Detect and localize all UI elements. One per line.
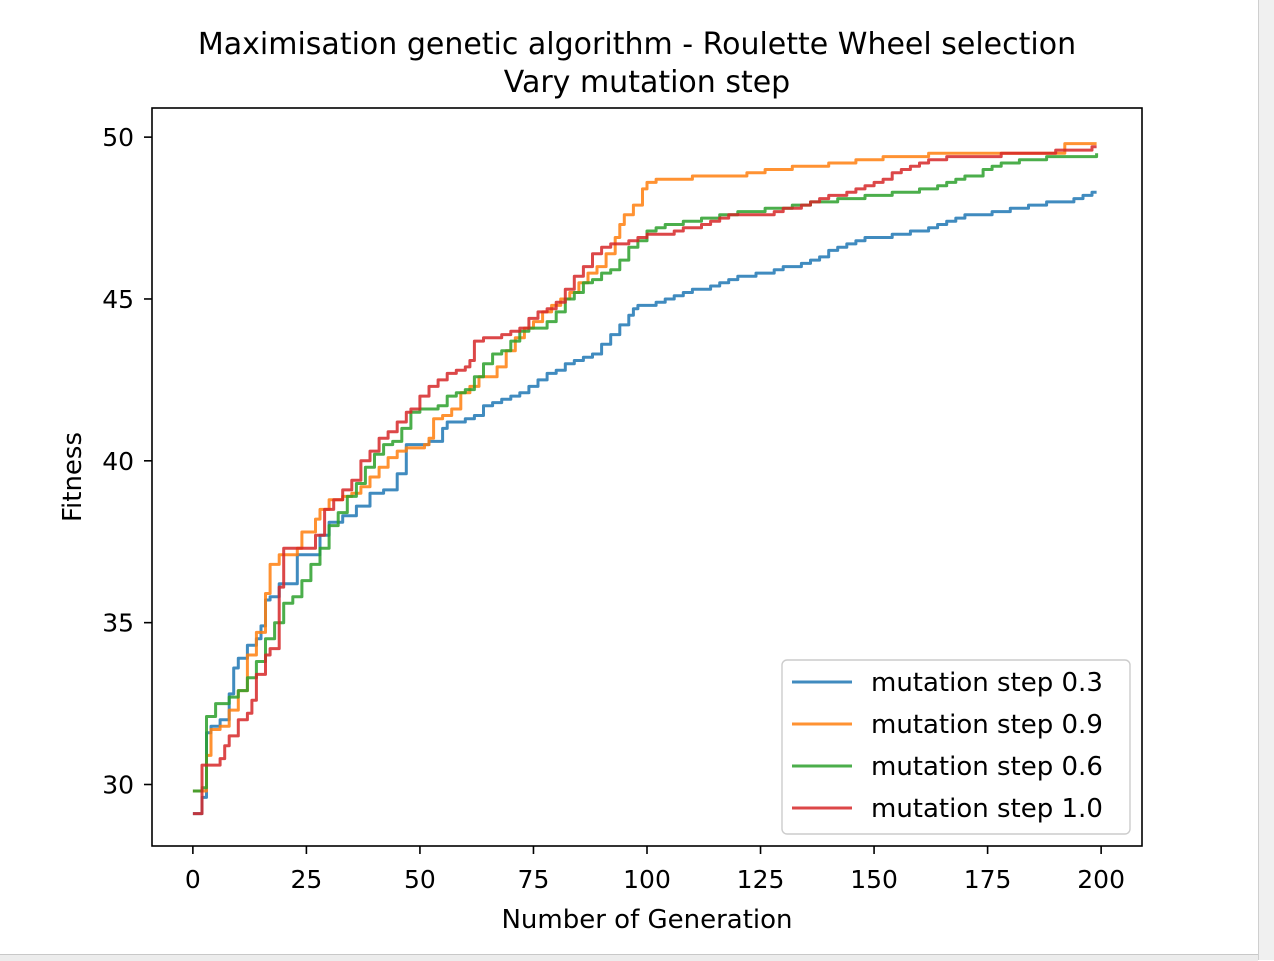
x-tick-label: 150 (850, 865, 898, 894)
chart-title: Maximisation genetic algorithm - Roulett… (198, 27, 1076, 62)
taskbar-strip (0, 954, 1258, 961)
y-tick-label: 45 (102, 285, 134, 314)
x-tick-label: 200 (1077, 865, 1125, 894)
legend-items: mutation step 0.3 mutation step 0.9 mutati… (792, 668, 1103, 824)
x-axis: 0 25 50 75 100 125 150 175 200 (185, 846, 1125, 894)
legend-label: mutation step 1.0 (871, 794, 1103, 824)
series-line-4 (192, 145, 1097, 816)
x-axis-label: Number of Generation (501, 905, 792, 935)
y-axis: 30 35 40 45 50 (102, 123, 152, 800)
series-lines (192, 142, 1099, 816)
y-tick-label: 50 (102, 123, 134, 152)
legend-box (781, 659, 1131, 835)
legend-label: mutation step 0.9 (871, 710, 1103, 740)
legend: mutation step 0.3 mutation step 0.9 mutati… (781, 659, 1131, 835)
x-tick-label: 50 (404, 865, 436, 894)
legend-label: mutation step 0.3 (871, 668, 1103, 698)
y-axis-label: Fitness (58, 432, 88, 522)
x-tick-label: 125 (737, 865, 785, 894)
series-line-3 (192, 153, 1099, 793)
y-tick-label: 40 (102, 447, 134, 476)
chart-subtitle: Vary mutation step (504, 65, 790, 100)
x-tick-label: 0 (185, 865, 201, 894)
series-line-1 (192, 190, 1097, 816)
x-tick-label: 25 (290, 865, 322, 894)
x-tick-label: 75 (518, 865, 550, 894)
y-tick-label: 35 (102, 609, 134, 638)
window-edge (1258, 0, 1274, 960)
x-tick-label: 100 (623, 865, 671, 894)
y-tick-label: 30 (102, 771, 134, 800)
x-tick-label: 175 (964, 865, 1012, 894)
legend-label: mutation step 0.6 (871, 752, 1103, 782)
